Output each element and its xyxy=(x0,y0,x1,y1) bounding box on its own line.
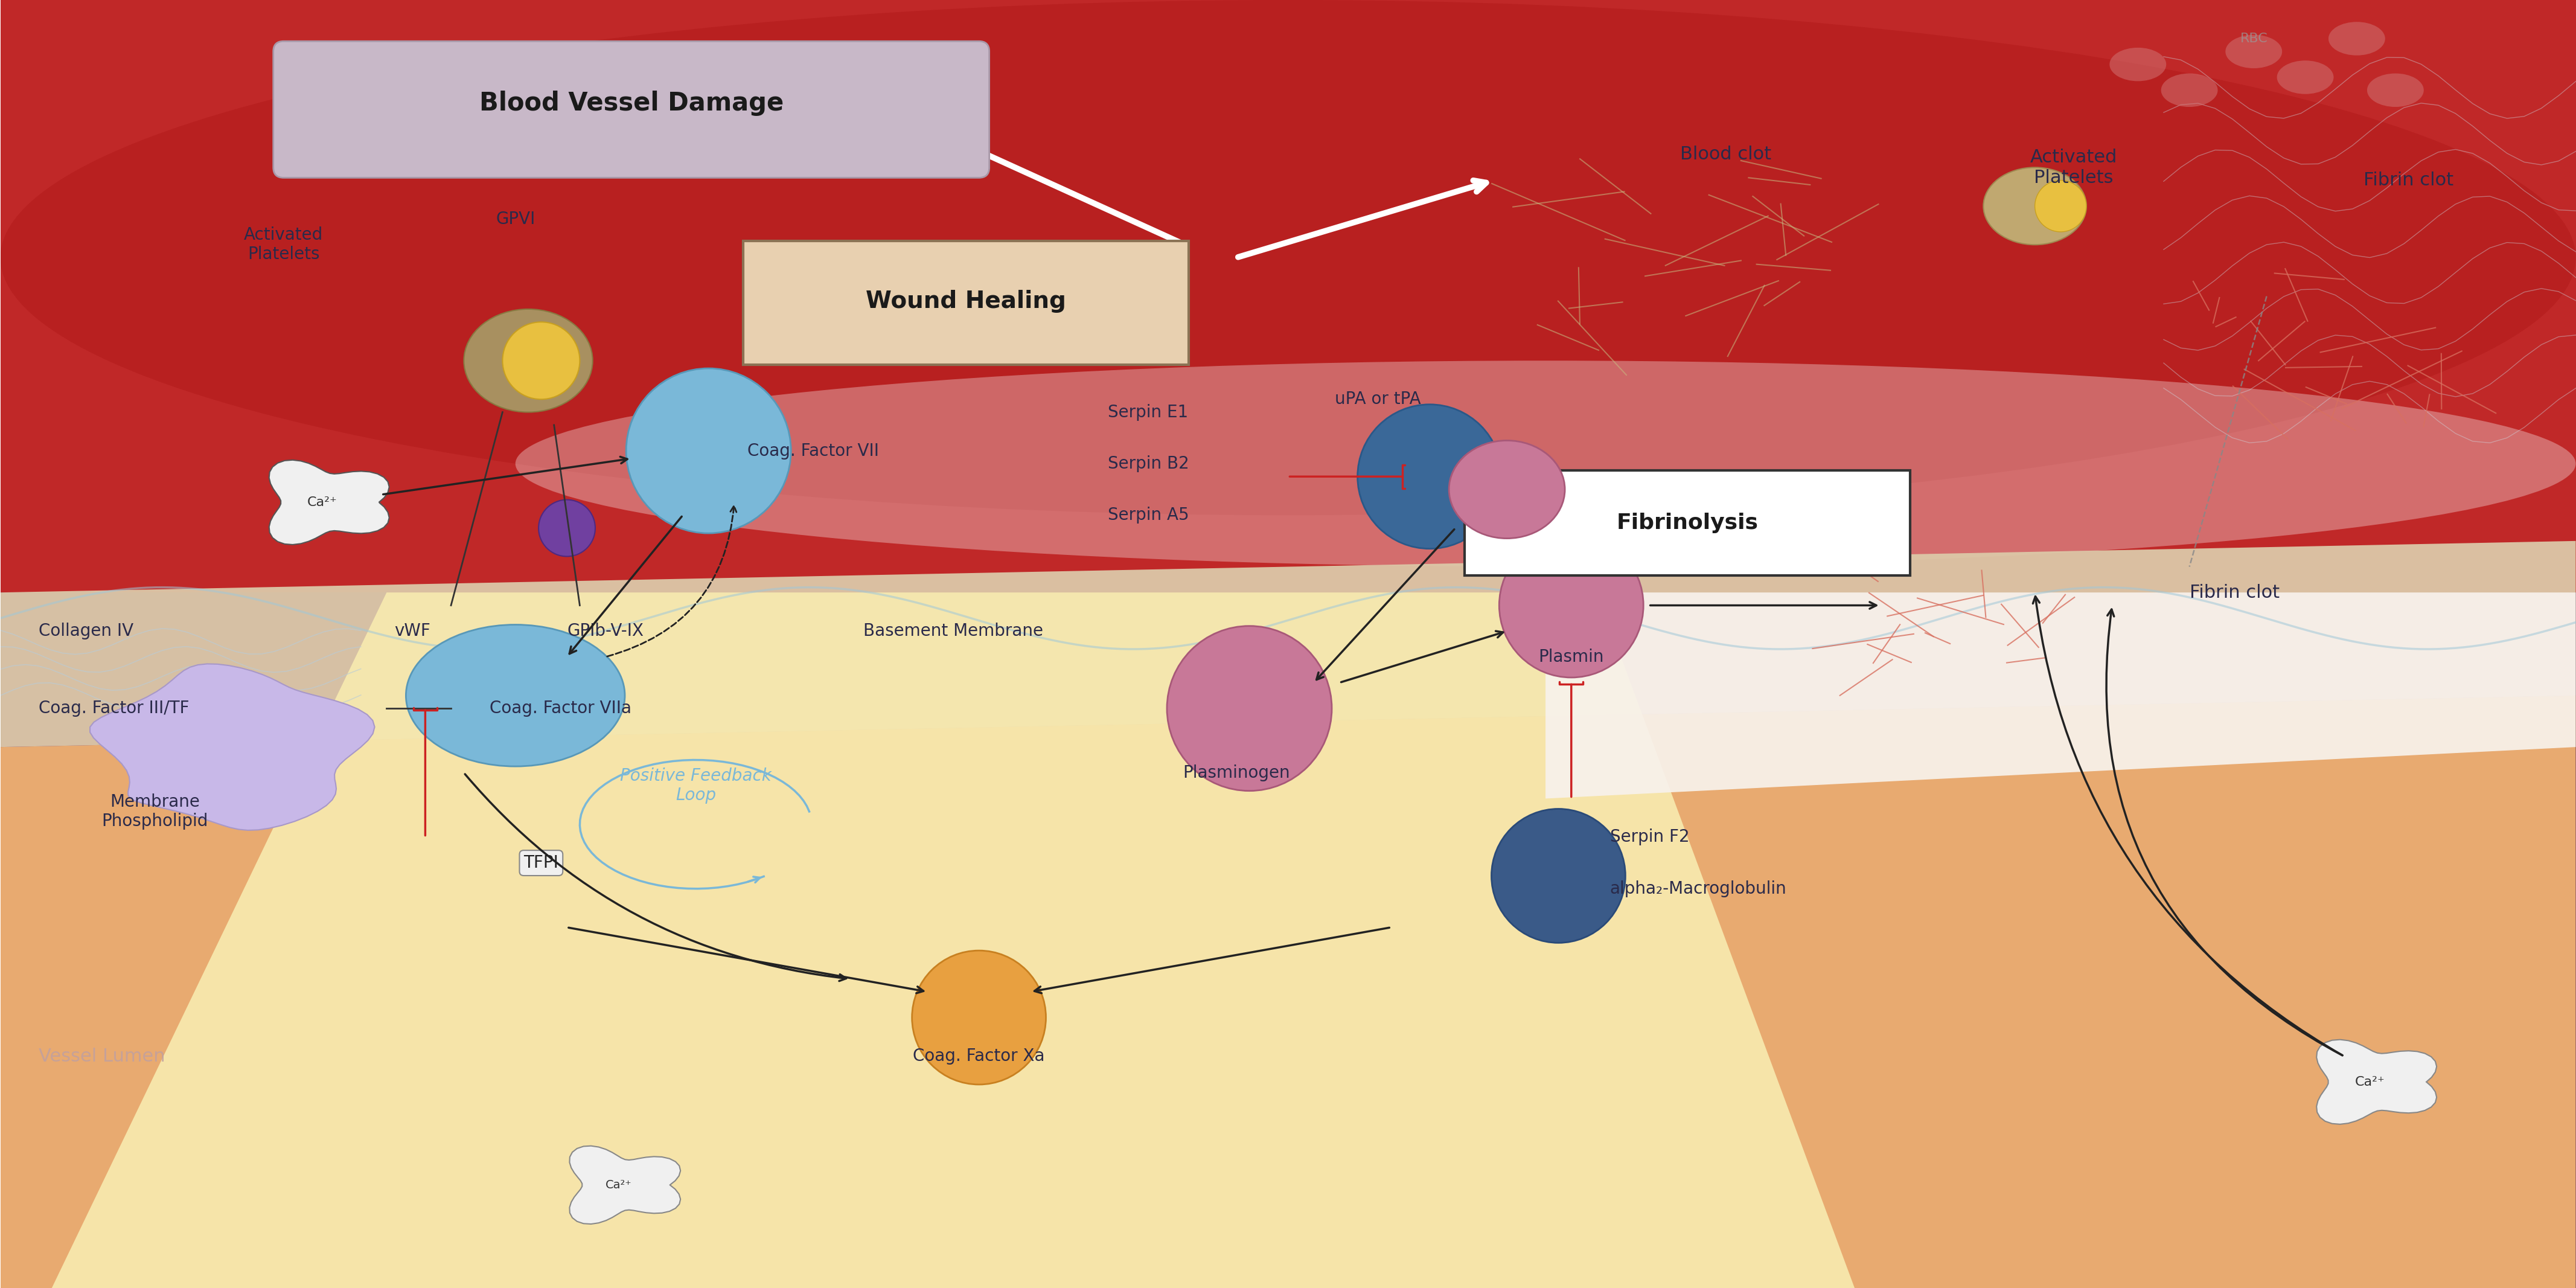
Circle shape xyxy=(1358,404,1502,549)
Text: Ca²⁺: Ca²⁺ xyxy=(605,1180,631,1190)
Ellipse shape xyxy=(2161,73,2218,107)
Ellipse shape xyxy=(2367,73,2424,107)
Text: Plasmin: Plasmin xyxy=(1538,648,1605,666)
Polygon shape xyxy=(268,460,389,545)
FancyBboxPatch shape xyxy=(1463,470,1909,576)
Text: Serpin A5: Serpin A5 xyxy=(1108,506,1190,524)
Text: vWF: vWF xyxy=(394,622,430,640)
Text: Wound Healing: Wound Healing xyxy=(866,290,1066,313)
Text: Ca²⁺: Ca²⁺ xyxy=(307,496,337,509)
Text: Fibrin clot: Fibrin clot xyxy=(2190,583,2280,601)
Text: GPIb-V-IX: GPIb-V-IX xyxy=(567,622,644,640)
Ellipse shape xyxy=(2329,22,2385,55)
Text: Coag. Factor VIIa: Coag. Factor VIIa xyxy=(489,699,631,717)
Circle shape xyxy=(1492,809,1625,943)
Text: TFPI: TFPI xyxy=(523,854,559,872)
FancyBboxPatch shape xyxy=(744,241,1190,365)
Circle shape xyxy=(2035,180,2087,232)
Text: alpha₂-Macroglobulin: alpha₂-Macroglobulin xyxy=(1610,880,1788,898)
Polygon shape xyxy=(0,541,2576,747)
Text: Blood clot: Blood clot xyxy=(1680,146,1772,164)
Text: Serpin F2: Serpin F2 xyxy=(1610,828,1690,846)
Ellipse shape xyxy=(1448,440,1564,538)
Text: Ca²⁺: Ca²⁺ xyxy=(2354,1075,2385,1088)
Circle shape xyxy=(626,368,791,533)
Circle shape xyxy=(502,322,580,399)
Text: Membrane
Phospholipid: Membrane Phospholipid xyxy=(100,793,209,829)
Ellipse shape xyxy=(2226,35,2282,68)
Text: GPVI: GPVI xyxy=(495,210,536,228)
Text: RBC: RBC xyxy=(2241,32,2267,45)
Text: Coag. Factor Xa: Coag. Factor Xa xyxy=(912,1047,1046,1065)
Text: Fibrin clot: Fibrin clot xyxy=(2362,171,2452,189)
Text: Serpin E1: Serpin E1 xyxy=(1108,403,1188,421)
Text: uPA or tPA: uPA or tPA xyxy=(1334,390,1422,408)
Text: Coag. Factor III/TF: Coag. Factor III/TF xyxy=(39,699,191,717)
Ellipse shape xyxy=(0,0,2576,515)
FancyBboxPatch shape xyxy=(273,41,989,178)
Ellipse shape xyxy=(515,361,2576,567)
Polygon shape xyxy=(52,592,1855,1288)
Text: Collagen IV: Collagen IV xyxy=(39,622,134,640)
Ellipse shape xyxy=(2277,61,2334,94)
Polygon shape xyxy=(90,663,374,831)
Circle shape xyxy=(1499,533,1643,677)
Text: Blood Vessel Damage: Blood Vessel Damage xyxy=(479,90,783,116)
Ellipse shape xyxy=(464,309,592,412)
Text: Fibrinolysis: Fibrinolysis xyxy=(1615,513,1759,533)
Ellipse shape xyxy=(1984,167,2087,245)
Circle shape xyxy=(912,951,1046,1084)
Text: Positive Feedback
Loop: Positive Feedback Loop xyxy=(621,768,770,804)
Circle shape xyxy=(538,500,595,556)
Text: Serpin B2: Serpin B2 xyxy=(1108,455,1190,473)
Polygon shape xyxy=(1546,592,2576,799)
Circle shape xyxy=(1167,626,1332,791)
Polygon shape xyxy=(569,1146,680,1224)
Polygon shape xyxy=(0,696,2576,1288)
Text: Activated
Platelets: Activated Platelets xyxy=(2030,148,2117,187)
Polygon shape xyxy=(0,0,2576,592)
Text: Activated
Platelets: Activated Platelets xyxy=(245,227,322,263)
Ellipse shape xyxy=(407,625,626,766)
Ellipse shape xyxy=(2110,48,2166,81)
Text: Plasminogen: Plasminogen xyxy=(1182,764,1291,782)
Text: Basement Membrane: Basement Membrane xyxy=(863,622,1043,640)
Polygon shape xyxy=(2316,1039,2437,1124)
Text: Vessel Lumen: Vessel Lumen xyxy=(39,1047,165,1065)
Text: Coag. Factor VII: Coag. Factor VII xyxy=(747,442,878,460)
